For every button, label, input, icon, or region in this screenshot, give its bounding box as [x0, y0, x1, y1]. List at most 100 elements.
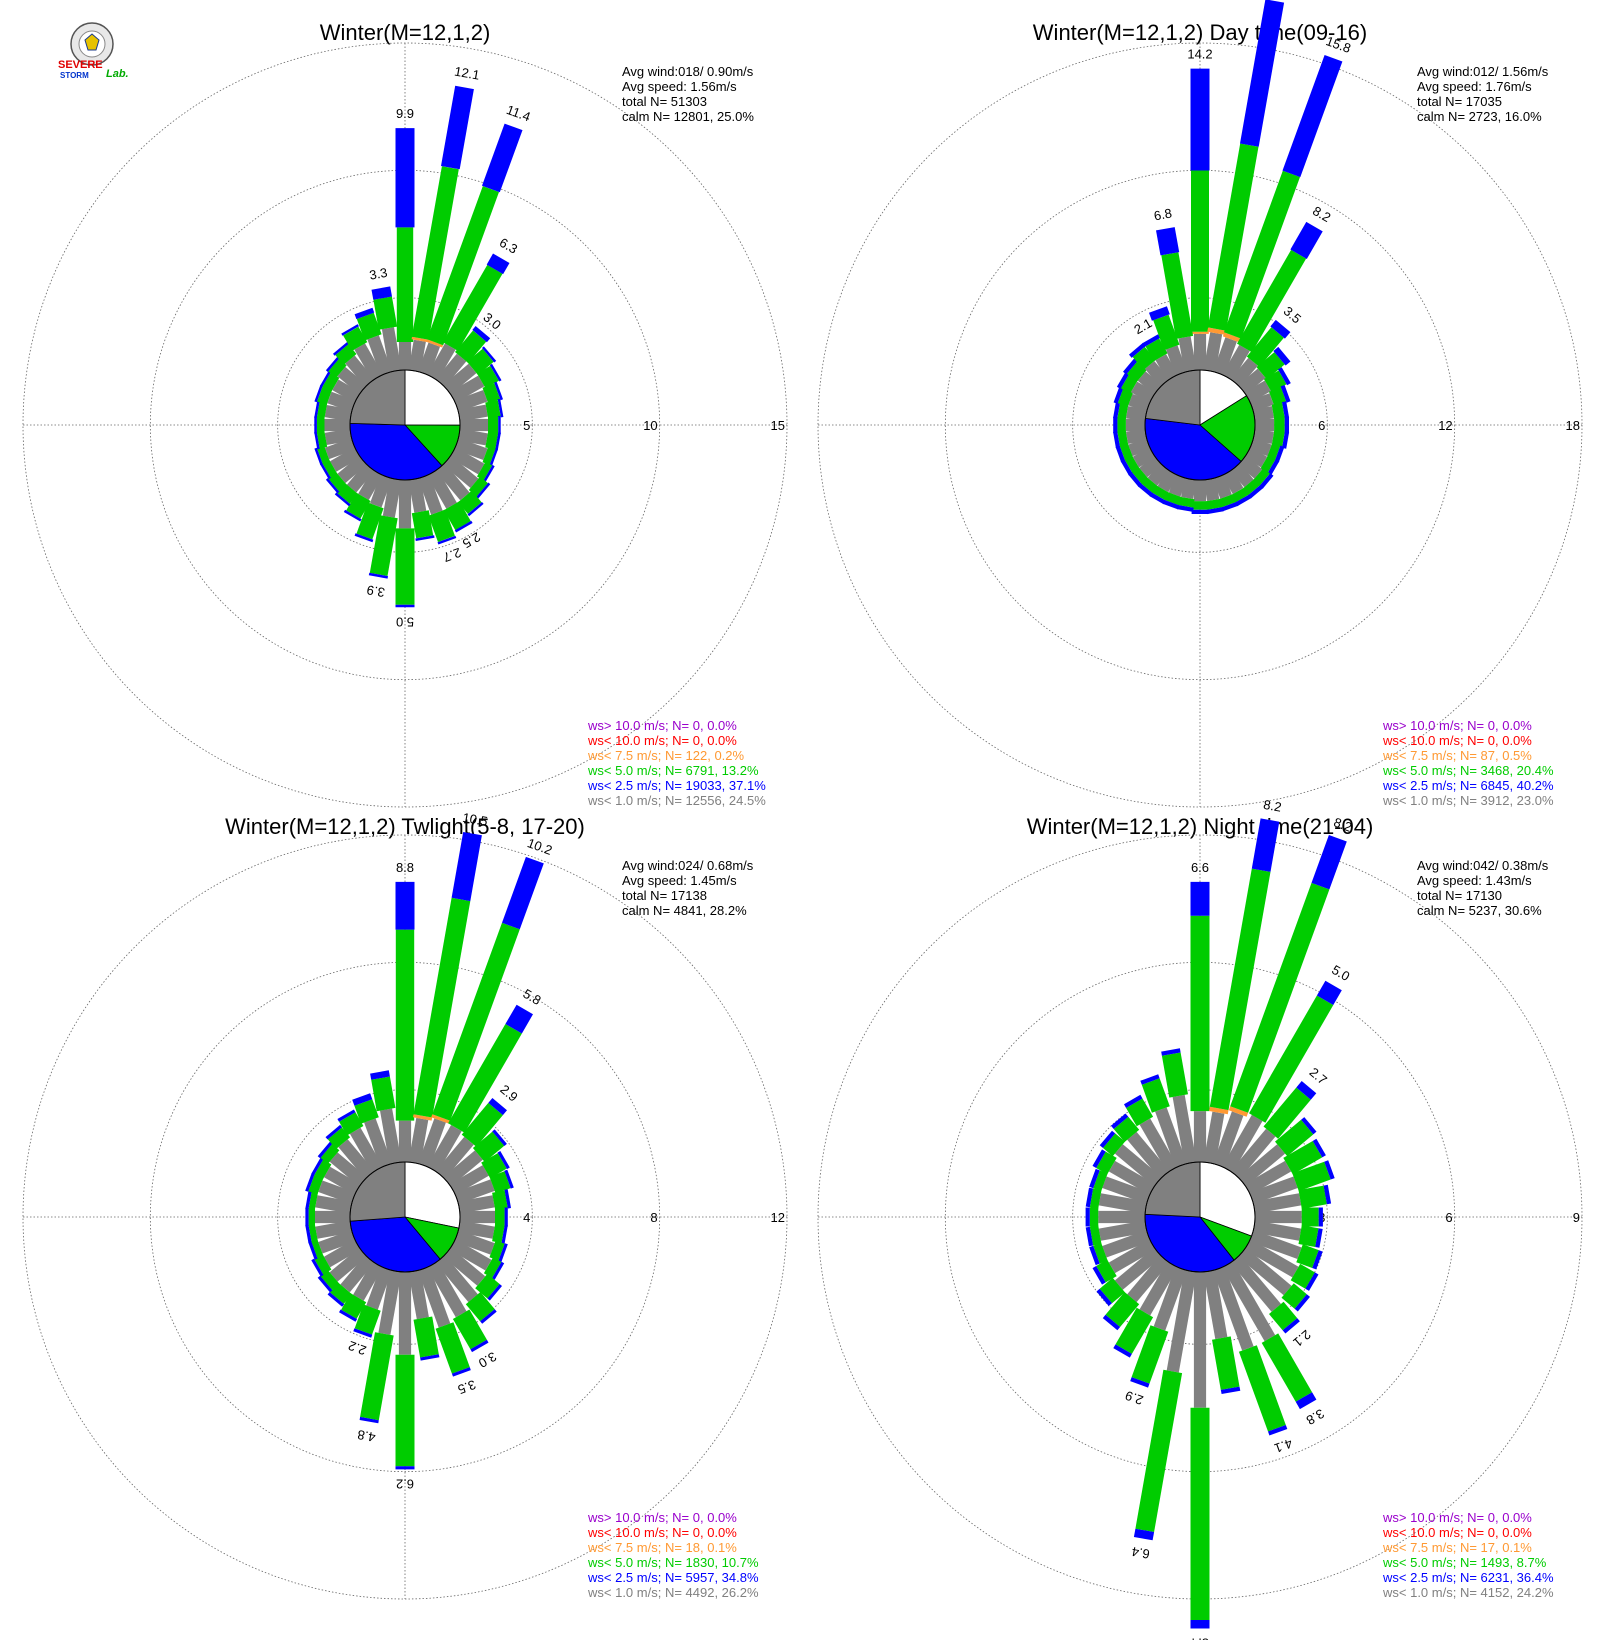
bar-segment-lt-7-5	[431, 1114, 451, 1124]
bar-segment-lt-1	[315, 1220, 352, 1239]
wind-bar-dir-60	[1244, 1138, 1326, 1195]
bar-segment-lt-2-5	[1156, 227, 1180, 256]
bar-segment-lt-1	[449, 375, 485, 403]
bar-segment-lt-5	[1261, 1333, 1313, 1402]
bar-segment-lt-5	[1126, 1098, 1154, 1127]
stat-calm: calm N= 12801, 25.0%	[622, 109, 754, 124]
bar-segment-lt-2-5	[305, 1173, 315, 1192]
bar-segment-lt-1	[382, 478, 402, 518]
bar-segment-lt-1	[443, 1150, 483, 1187]
bar-segment-lt-2-5	[488, 1098, 507, 1116]
wind-bar-dir-260	[1113, 428, 1147, 449]
bar-segment-lt-2-5	[1099, 1130, 1116, 1148]
bar-segment-lt-5	[327, 1127, 351, 1150]
bar-segment-lt-2-5	[1191, 509, 1209, 514]
bar-segment-lt-5	[369, 515, 398, 576]
wind-bar-dir-210	[1149, 469, 1178, 505]
bar-segment-lt-7-5	[1222, 332, 1241, 343]
wind-bar-dir-70	[1249, 385, 1291, 412]
bar-segment-lt-1	[1213, 1111, 1244, 1168]
bar-segment-lt-2-5	[1273, 346, 1291, 366]
bar-segment-lt-7-5	[1207, 327, 1226, 335]
grid-ring	[149, 961, 661, 1473]
bar-segment-lt-1	[1127, 1255, 1170, 1303]
stat-total: total N= 17035	[1417, 94, 1502, 109]
wind-bar-dir-250	[1089, 1230, 1151, 1266]
legend-entry: ws> 10.0 m/s; N= 0, 0.0%	[1382, 718, 1532, 733]
ring-tick-label: 5	[523, 418, 530, 433]
bar-segment-lt-1	[1166, 1270, 1197, 1373]
legend-entry: ws< 2.5 m/s; N= 6845, 40.2%	[1382, 778, 1554, 793]
bar-segment-lt-1	[398, 480, 412, 529]
wind-bar-dir-130	[443, 455, 491, 499]
stat-calm: calm N= 2723, 16.0%	[1417, 109, 1542, 124]
wind-bar-dir-170	[1203, 1270, 1241, 1394]
wind-bar-dir-190	[359, 1270, 402, 1424]
bar-segment-lt-5	[308, 1208, 315, 1226]
bar-segment-lt-2-5	[482, 346, 497, 363]
wind-bar-dir-40	[1230, 319, 1291, 387]
bar-segment-lt-1	[443, 363, 477, 395]
bar-segment-lt-2-5	[1149, 492, 1166, 505]
bar-segment-lt-1	[1139, 1261, 1178, 1316]
stat-avg-speed: Avg speed: 1.43m/s	[1417, 873, 1532, 888]
bar-segment-lt-5	[1269, 387, 1287, 407]
wind-bar-dir-220	[334, 463, 375, 507]
stat-avg-speed: Avg speed: 1.45m/s	[622, 873, 737, 888]
ring-tick-label: 9	[1573, 1210, 1580, 1225]
bar-segment-lt-2-5	[1270, 319, 1291, 339]
bar-segment-lt-5	[472, 1131, 505, 1163]
bar-segment-lt-1	[1222, 469, 1244, 495]
bar-segment-lt-2-5	[486, 253, 510, 275]
bar-segment-lt-7-5	[411, 336, 429, 343]
bar-segment-lt-1	[1153, 1266, 1187, 1331]
wind-bar-dir-10	[1203, 818, 1280, 1164]
bar-segment-lt-1	[1238, 1247, 1292, 1296]
bar-segment-lt-2-5	[1282, 401, 1290, 419]
bar-segment-lt-5	[311, 1239, 324, 1259]
bar-segment-lt-5	[1253, 468, 1270, 486]
bar-segment-lt-2-5	[497, 1151, 510, 1170]
bar-segment-lt-5	[1205, 498, 1223, 510]
wind-bar-dir-70	[454, 381, 503, 412]
bar-segment-lt-1	[332, 379, 361, 403]
bar-segment-lt-2-5	[395, 1466, 415, 1470]
wind-bar-dir-250	[308, 1230, 356, 1260]
wind-bar-dir-310	[1099, 1130, 1162, 1187]
bar-segment-lt-1	[1098, 1193, 1147, 1214]
bar-segment-lt-2-5	[441, 85, 474, 170]
bar-segment-lt-5	[411, 510, 434, 539]
bar-segment-lt-1	[418, 342, 440, 376]
bar-segment-lt-2-5	[504, 1169, 514, 1189]
bar-segment-lt-5	[320, 1270, 340, 1290]
bar-segment-lt-5	[395, 528, 415, 605]
bar-segment-lt-5	[1120, 374, 1138, 394]
bar-segment-lt-5	[356, 502, 384, 540]
wind-bar-dir-330	[1124, 1094, 1178, 1173]
legend-entry: ws< 10.0 m/s; N= 0, 0.0%	[1382, 733, 1532, 748]
bar-segment-lt-2-5	[317, 1141, 333, 1159]
bar-segment-lt-5	[1089, 1225, 1102, 1246]
bar-segment-lt-5	[1271, 402, 1285, 420]
ring-tick-label: 10	[643, 418, 657, 433]
bar-segment-lt-1	[418, 1118, 446, 1168]
bar-segment-lt-2-5	[343, 509, 362, 522]
bar-segment-lt-5	[1298, 1185, 1327, 1209]
bar-segment-lt-1	[1193, 480, 1207, 502]
bar-segment-lt-5	[448, 1024, 522, 1133]
wind-bar-dir-50	[443, 1129, 507, 1187]
bar-segment-lt-5	[432, 922, 520, 1121]
bar-segment-lt-1	[1203, 332, 1223, 372]
grid-ring	[944, 169, 1456, 681]
bar-segment-lt-1	[1230, 357, 1258, 387]
bar-segment-lt-2-5	[311, 1157, 324, 1176]
wind-bar-dir-160	[418, 474, 457, 545]
bar-segment-lt-5	[411, 166, 459, 340]
bar-segment-lt-1	[340, 1255, 375, 1293]
bar-segment-lt-2-5	[352, 1093, 373, 1106]
bar-segment-lt-5	[1161, 1052, 1188, 1098]
bar-value-label: 2.9	[497, 1082, 520, 1105]
bar-segment-lt-5	[1271, 430, 1285, 448]
legend-entry: ws< 1.0 m/s; N= 3912, 23.0%	[1382, 793, 1554, 808]
bar-segment-lt-2-5	[1301, 1117, 1317, 1135]
